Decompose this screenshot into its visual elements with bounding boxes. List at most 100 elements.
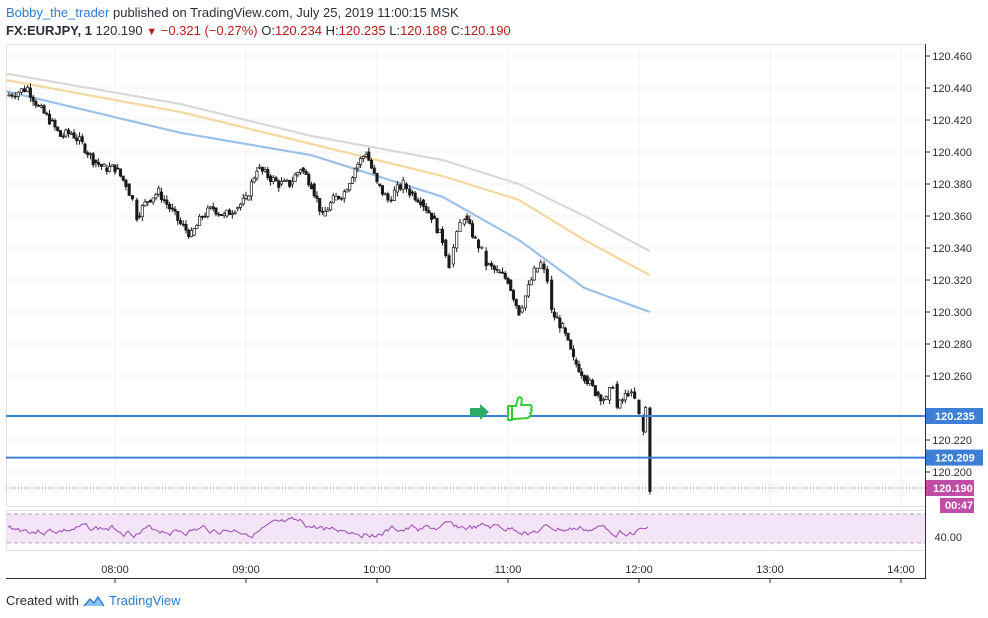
candle-up xyxy=(529,279,533,286)
candle-down xyxy=(159,191,163,200)
candle-up xyxy=(345,189,349,193)
candle-down xyxy=(637,399,641,414)
candle-up xyxy=(462,219,466,225)
price-tick-label: 120.440 xyxy=(932,83,972,95)
candle-up xyxy=(195,224,199,230)
price-tick-label: 120.220 xyxy=(932,435,972,447)
candle-down xyxy=(424,206,428,211)
candle-down xyxy=(99,164,103,167)
candle-up xyxy=(7,94,11,97)
candle-down xyxy=(34,100,38,106)
candle-down xyxy=(176,210,180,221)
footer: Created with TradingView xyxy=(6,592,181,610)
candle-down xyxy=(91,153,95,166)
time-tick-label: 08:00 xyxy=(101,564,129,576)
candle-down xyxy=(550,279,554,310)
candle-up xyxy=(480,246,484,249)
time-axis[interactable]: 08:00 09:00 10:00 11:00 12:00 13:00 14:00 xyxy=(101,564,915,583)
candle-down xyxy=(641,415,645,432)
candle-up xyxy=(279,181,284,185)
candles xyxy=(7,83,652,495)
down-arrow-icon: ▼ xyxy=(146,26,158,38)
candle-up xyxy=(258,166,262,169)
candle-up xyxy=(392,189,397,201)
rsi-line-group xyxy=(7,516,649,539)
candle-down xyxy=(277,180,281,188)
candle-down xyxy=(585,375,589,384)
symbol-name[interactable]: FX:EURJPY, 1 xyxy=(6,23,92,38)
countdown-label: 00:47 xyxy=(945,500,973,512)
created-with-text: Created with xyxy=(6,593,79,608)
candle-up xyxy=(252,177,256,183)
candle-down xyxy=(569,339,573,350)
candle-down xyxy=(633,391,637,399)
candle-up xyxy=(151,197,155,203)
candle-down xyxy=(42,105,46,114)
tradingview-brand-link[interactable]: TradingView xyxy=(108,593,181,608)
candle-down xyxy=(596,391,600,396)
candle-down xyxy=(484,250,488,267)
candle-up xyxy=(326,209,330,212)
moving-averages xyxy=(5,72,651,314)
candle-up xyxy=(241,197,245,205)
price-tick-label: 120.260 xyxy=(932,371,972,383)
candle-up xyxy=(539,262,543,269)
candle-down xyxy=(260,166,264,172)
candle-down xyxy=(416,199,420,203)
candle-down xyxy=(184,224,188,231)
horizontal-lines[interactable]: 120.235 120.209 120.190 00:47 xyxy=(6,408,983,513)
candle-up xyxy=(282,180,286,182)
moving-average-line xyxy=(5,78,651,277)
candle-down xyxy=(61,135,65,138)
candle-up xyxy=(607,387,612,401)
price-tick-label: 120.320 xyxy=(932,275,972,287)
author-link[interactable]: Bobby_the_trader xyxy=(6,5,110,20)
candle-down xyxy=(380,185,385,195)
time-tick-label: 11:00 xyxy=(495,564,522,576)
candle-down xyxy=(124,179,128,187)
candle-down xyxy=(430,212,434,220)
candle-up xyxy=(189,230,193,238)
candle-up xyxy=(364,153,368,157)
candle-up xyxy=(629,391,633,394)
candle-down xyxy=(148,199,153,203)
candle-down xyxy=(127,183,131,196)
candle-up xyxy=(359,157,363,165)
price-tick-label: 120.280 xyxy=(932,339,972,351)
grid xyxy=(6,45,925,550)
publish-header: Bobby_the_trader published on TradingVie… xyxy=(6,4,459,22)
candle-down xyxy=(611,387,615,389)
moving-average-line xyxy=(5,90,651,314)
candle-up xyxy=(249,181,254,197)
candle-down xyxy=(444,239,448,257)
main-pane-frame xyxy=(6,44,926,507)
candle-up xyxy=(353,168,357,179)
open-label: O: xyxy=(261,23,275,38)
candle-down xyxy=(490,263,494,267)
candle-down xyxy=(72,132,76,139)
candle-down xyxy=(648,407,652,492)
open-value: 120.234 xyxy=(274,23,322,38)
candle-down xyxy=(626,393,630,397)
candle-down xyxy=(577,363,581,373)
candle-down xyxy=(170,207,174,210)
candle-down xyxy=(138,215,142,218)
candle-down xyxy=(113,164,117,173)
low-value: 120.188 xyxy=(400,23,448,38)
candle-down xyxy=(309,184,314,190)
candle-up xyxy=(238,203,243,208)
level-price-label: 120.235 xyxy=(935,411,975,423)
tradingview-logo-icon[interactable] xyxy=(83,594,105,608)
candle-up xyxy=(192,228,196,236)
candle-down xyxy=(67,129,71,134)
candle-down xyxy=(121,175,125,181)
price-axis[interactable]: 120.460 120.440 120.420 120.400 120.380 120.3… xyxy=(925,51,972,544)
time-tick-label: 14:00 xyxy=(887,564,915,576)
candle-down xyxy=(312,183,316,197)
candle-down xyxy=(130,195,135,200)
candle-down xyxy=(28,87,32,98)
candle-up xyxy=(643,406,648,433)
rsi-pane-frame xyxy=(6,510,926,551)
candle-down xyxy=(301,167,305,172)
